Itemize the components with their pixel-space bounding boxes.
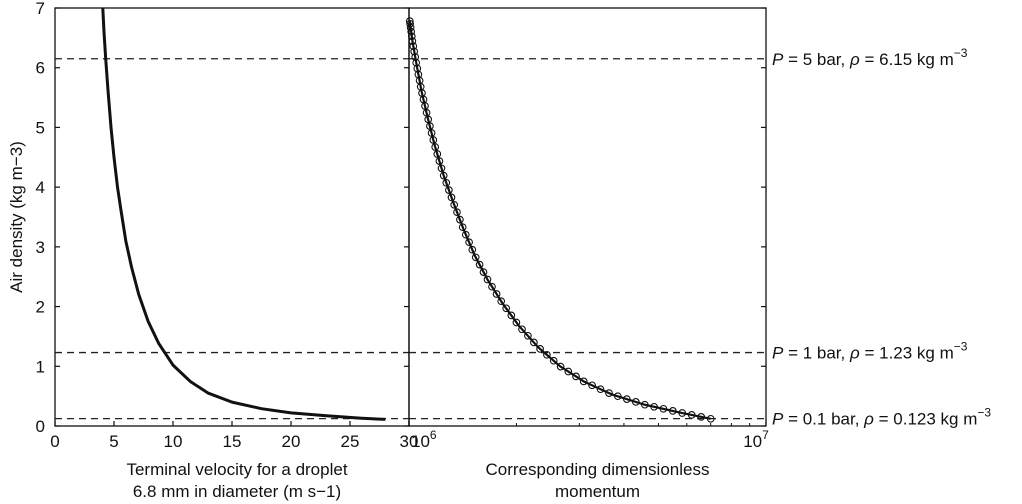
right-series-marker (411, 53, 420, 61)
right-series-marker (572, 372, 580, 381)
right-series-marker (518, 325, 526, 334)
right-series-marker (407, 27, 416, 36)
x-tick-label: 10 (164, 432, 183, 451)
right-series-marker (596, 385, 605, 394)
x-tick-label: 106 (411, 428, 437, 451)
right-plot-frame (408, 7, 767, 427)
right-series-marker (453, 208, 461, 217)
right-series-marker (458, 223, 467, 232)
right-series-marker (447, 193, 456, 202)
left-series-line (101, 7, 386, 421)
right-series-marker (507, 311, 516, 320)
right-series-marker (429, 136, 438, 144)
right-series-marker (622, 395, 631, 403)
y-tick-label: 6 (36, 59, 45, 78)
y-tick-label: 1 (36, 357, 45, 376)
right-series-marker (631, 398, 640, 406)
right-series-marker (433, 150, 442, 158)
right-series-marker (530, 338, 538, 347)
right-series-marker (450, 200, 459, 209)
x-tick-label: 30 (400, 432, 419, 451)
right-series-marker (502, 304, 511, 313)
right-series-marker (427, 129, 436, 137)
right-series-marker (512, 318, 521, 327)
reference-label: P = 5 bar, ρ = 6.15 kg m−3 (772, 46, 968, 69)
right-series-marker (650, 402, 658, 411)
right-series-marker (475, 260, 484, 269)
x-axis-title-right-line2: momentum (555, 482, 640, 501)
right-series-marker (426, 122, 434, 130)
right-series-marker (406, 19, 414, 28)
right-series-marker (471, 253, 480, 262)
right-series-marker (678, 409, 687, 417)
right-series-marker (468, 245, 477, 254)
x-tick-label: 15 (223, 432, 242, 451)
right-series-marker (556, 362, 565, 371)
y-tick-label: 4 (36, 178, 45, 197)
right-series-marker (456, 215, 464, 224)
x-axis-title-left-line2: 6.8 mm in diameter (m s−1) (133, 482, 341, 501)
right-series-marker (549, 356, 558, 365)
left-plot-frame (54, 7, 410, 427)
reference-label: P = 1 bar, ρ = 1.23 kg m−3 (772, 340, 968, 363)
reference-label: P = 0.1 bar, ρ = 0.123 kg m−3 (772, 406, 991, 429)
right-series-marker (488, 282, 496, 291)
right-series-marker (687, 411, 696, 419)
y-tick-label: 7 (36, 0, 45, 18)
right-series-marker (613, 392, 622, 401)
right-series-marker (445, 186, 453, 194)
right-series-marker (406, 23, 415, 32)
right-series-marker (588, 381, 596, 390)
right-series-marker (706, 414, 715, 423)
right-series-marker (492, 290, 501, 298)
right-series-marker (407, 32, 416, 41)
right-series-marker (524, 331, 532, 340)
right-series-line (408, 20, 711, 420)
x-tick-label: 20 (282, 432, 301, 451)
y-tick-label: 0 (36, 417, 45, 436)
x-axis-title-right-line1: Corresponding dimensionless (486, 460, 710, 479)
right-series-marker (435, 157, 444, 165)
right-series-marker (483, 275, 492, 284)
right-series-marker (536, 345, 544, 353)
y-axis-title: Air density (kg m−3) (7, 141, 26, 293)
y-tick-label: 3 (36, 238, 45, 257)
right-series-marker (697, 413, 706, 421)
right-series-marker (640, 400, 649, 409)
right-series-marker (412, 58, 421, 67)
right-series-marker (431, 143, 440, 151)
y-tick-label: 5 (36, 118, 45, 137)
right-series-marker (442, 178, 451, 187)
right-series-marker (437, 164, 446, 173)
right-series-marker (497, 297, 506, 306)
right-series-marker (439, 171, 448, 180)
right-series-marker (659, 404, 668, 413)
right-series-marker (668, 407, 677, 415)
x-tick-label: 107 (743, 428, 769, 451)
right-series-marker (579, 377, 588, 386)
right-series-marker (605, 389, 613, 397)
x-tick-label: 5 (109, 432, 118, 451)
x-axis-title-left-line1: Terminal velocity for a droplet (126, 460, 347, 479)
x-tick-label: 25 (341, 432, 360, 451)
right-series-marker (564, 367, 573, 376)
right-series-marker (408, 37, 417, 45)
right-series-marker (465, 238, 473, 247)
right-series-marker (409, 42, 418, 51)
right-series-marker (461, 230, 470, 239)
y-tick-label: 2 (36, 298, 45, 317)
right-series-marker (410, 47, 419, 56)
right-series-marker (479, 268, 488, 276)
x-tick-label: 0 (50, 432, 59, 451)
right-series-marker (543, 350, 551, 359)
